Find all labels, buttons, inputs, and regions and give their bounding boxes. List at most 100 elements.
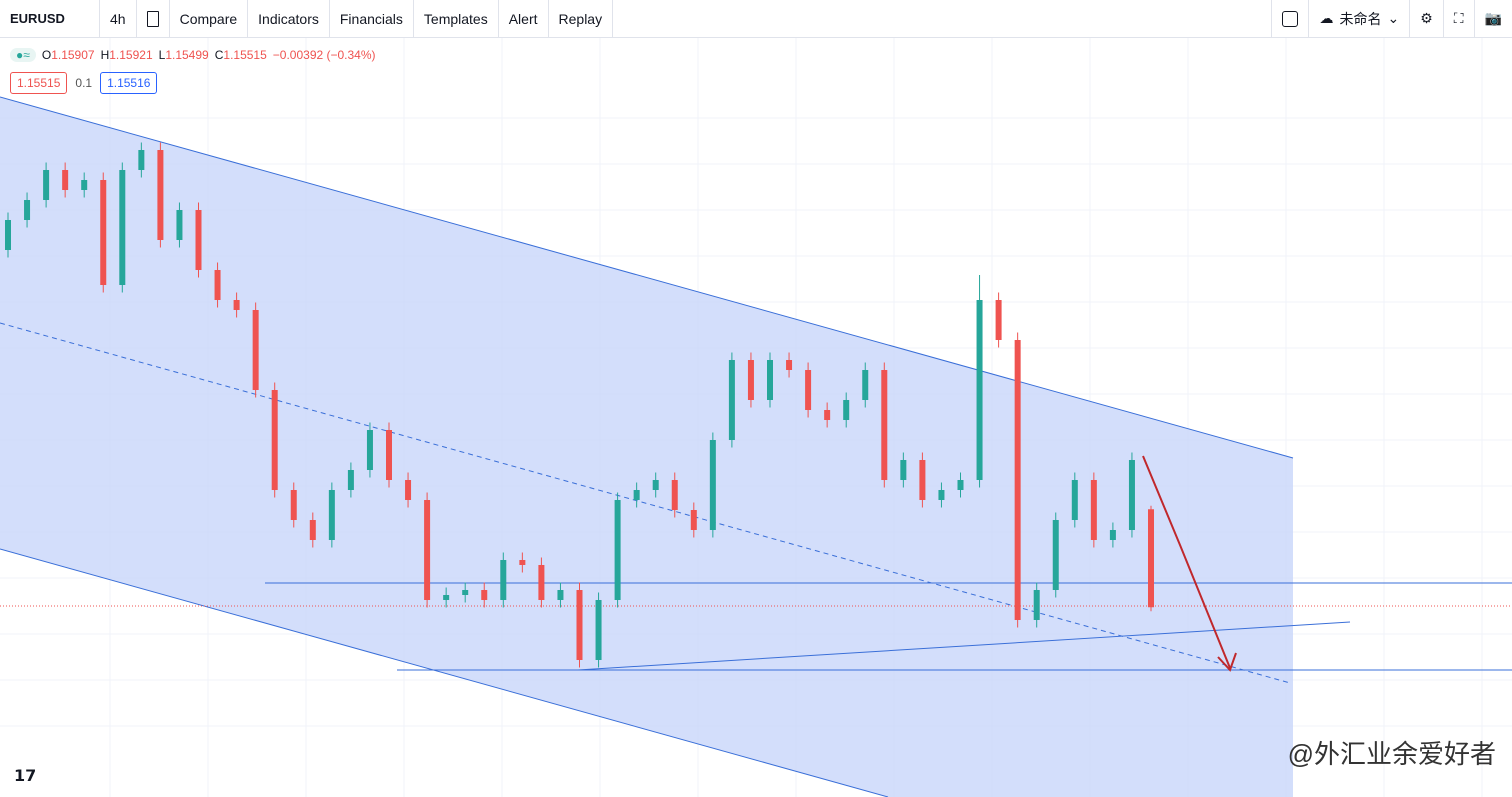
button-label: Compare: [179, 10, 238, 27]
candle-body: [709, 440, 716, 530]
button-label: Replay: [558, 10, 603, 27]
candle-body: [786, 360, 793, 370]
candle-body: [538, 565, 545, 600]
candle-body: [405, 480, 412, 500]
candle-body: [1071, 480, 1078, 520]
candle-body: [1090, 480, 1097, 540]
symbol[interactable]: EURUSD: [0, 0, 100, 38]
candle-body: [728, 360, 735, 440]
candle-body: [1014, 340, 1021, 620]
candle-body: [957, 480, 964, 490]
candle-body: [290, 490, 297, 520]
candle-body: [424, 500, 431, 600]
channel-mid: [0, 322, 1291, 684]
ohlc-value: 1.15515: [223, 48, 267, 62]
candle-body: [5, 220, 11, 250]
candle-body: [862, 370, 869, 400]
candle-body: [805, 370, 812, 410]
candle-body: [347, 470, 354, 490]
candle-body: [43, 170, 50, 200]
candle-body: [976, 300, 983, 480]
candle-body: [233, 300, 240, 310]
status: ●≈: [10, 48, 36, 62]
legend: ●≈ O1.15907 H1.15921 L1.15499 C1.15515 −0.0…: [10, 48, 376, 62]
candle-body: [881, 370, 888, 480]
toolbar: EURUSD 4h Compare Indicators Financials Tem…: [0, 0, 1512, 38]
candle-body: [24, 200, 31, 220]
candle-body: [386, 430, 392, 480]
candle-body: [824, 410, 831, 420]
candle-body: [519, 560, 526, 565]
candle-body: [767, 360, 773, 400]
ohlc-label: H: [100, 48, 110, 62]
candle-body: [1148, 509, 1154, 608]
layout-title: 未命名: [1339, 10, 1382, 27]
candle-body: [214, 270, 221, 300]
toolbar-button[interactable]: Replay: [549, 0, 614, 38]
ohlc-item: C1.15515: [215, 48, 267, 62]
candle-body: [1109, 530, 1116, 540]
ohlc-label: C: [214, 48, 224, 62]
ohlc-label: L: [158, 48, 166, 62]
candle-body: [462, 590, 469, 595]
candle-body: [328, 490, 335, 540]
candle-body: [157, 150, 164, 240]
ohlc-item: L1.15499: [159, 48, 209, 62]
candle-body: [938, 490, 945, 500]
candle-body: [747, 360, 754, 400]
candle-body: [633, 490, 640, 500]
candle-body: [1033, 590, 1040, 620]
ohlc-value: 1.15907: [51, 48, 95, 62]
screenshot[interactable]: 📷: [1484, 10, 1502, 26]
watermark: @外汇业余爱好者: [1287, 739, 1496, 769]
candles: [5, 142, 1154, 668]
ohlc-value: 1.15499: [165, 48, 209, 62]
channel-bottom: [0, 548, 889, 797]
candle-body: [995, 300, 1002, 340]
toolbar-button[interactable]: Indicators: [248, 0, 330, 38]
candle-body: [366, 430, 373, 470]
candle-body: [614, 500, 621, 600]
ohlc-item: H1.15921: [101, 48, 153, 62]
toolbar-button[interactable]: Alert: [499, 0, 549, 38]
toolbar-button[interactable]: Templates: [414, 0, 499, 38]
settings[interactable]: ⚙: [1410, 0, 1444, 38]
candle-body: [690, 510, 697, 530]
candle-body: [576, 590, 583, 660]
fullscreen[interactable]: ⛶: [1444, 0, 1475, 38]
buy-price[interactable]: 1.15516: [100, 72, 158, 94]
candle-body: [195, 210, 202, 270]
layout-name[interactable]: ☁ 未命名 ⌄: [1309, 0, 1411, 38]
candle-body: [309, 520, 316, 540]
candle-body: [138, 150, 145, 170]
channel-fill: [0, 97, 1293, 797]
button-label: Financials: [339, 10, 403, 27]
channel-top: [0, 96, 1294, 459]
candle-body: [252, 310, 259, 390]
candle-body: [652, 480, 659, 490]
toolbar-button[interactable]: Financials: [330, 0, 414, 38]
interval[interactable]: 4h: [100, 0, 137, 38]
candle-body: [81, 180, 88, 190]
candle-body: [843, 400, 850, 420]
sell-price[interactable]: 1.15515: [10, 72, 68, 94]
layout-toggle[interactable]: [1271, 0, 1310, 38]
tv-logo: 𝟭𝟳: [14, 768, 36, 785]
ohlc-value: 1.15921: [109, 48, 153, 62]
button-label: Indicators: [258, 10, 319, 27]
button-label: Templates: [423, 10, 488, 27]
toolbar-button[interactable]: Compare: [170, 0, 249, 38]
ohlc-item: O1.15907: [42, 48, 95, 62]
candle-body: [100, 180, 107, 285]
chart-type[interactable]: [137, 0, 170, 38]
candle-body: [1128, 460, 1135, 530]
trade-boxes: 1.15515 0.1 1.15516: [10, 72, 158, 94]
candle-body: [671, 480, 678, 510]
arrow-head: [1217, 652, 1237, 672]
change: −0.00392 (−0.34%): [272, 48, 376, 62]
candle-body: [1052, 520, 1059, 590]
ohlc-label: O: [41, 48, 52, 62]
candle-body: [595, 600, 602, 660]
